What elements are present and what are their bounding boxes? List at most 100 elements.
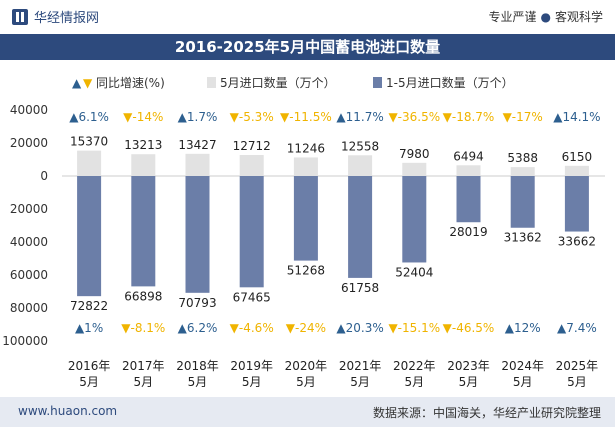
x-tick-month: 5月 [242, 375, 262, 389]
x-tick-month: 5月 [513, 375, 533, 389]
y-tick-label: 20000 [10, 136, 48, 150]
x-tick-year: 2021年 [339, 359, 382, 373]
ytd-value-label: 28019 [449, 225, 487, 239]
legend-up-icon: ▲ [72, 76, 82, 90]
may-value-label: 7980 [399, 147, 430, 161]
bar-may [239, 155, 264, 176]
growth-label: ▲6.2% [178, 321, 218, 335]
may-value-label: 13213 [124, 138, 162, 152]
x-tick-year: 2022年 [393, 359, 436, 373]
growth-label: ▲7.4% [557, 321, 597, 335]
x-tick-month: 5月 [350, 375, 370, 389]
growth-label: ▼-46.5% [443, 321, 495, 335]
may-value-label: 5388 [507, 151, 538, 165]
growth-label: ▼-8.1% [121, 321, 165, 335]
value-labels: 15370 72822 ▲6.1% ▲1% 13213 66898 ▼-14% ▼-8.1% 1… [69, 110, 600, 335]
may-value-label: 6494 [453, 149, 484, 163]
bar-ytd [456, 176, 481, 223]
x-axis: 2016年 5月 2017年 5月 2018年 5月 2019年 5月 2020年 5月 2021年… [68, 359, 598, 389]
x-tick-year: 2019年 [230, 359, 273, 373]
ytd-value-label: 67465 [233, 290, 271, 304]
growth-label: ▼-17% [503, 110, 543, 124]
may-value-label: 12712 [233, 139, 271, 153]
x-tick-month: 5月 [296, 375, 316, 389]
growth-label: ▲6.1% [69, 110, 109, 124]
top-bar: 华经情报网 专业严谨 ● 客观科学 [0, 0, 615, 34]
ytd-value-label: 31362 [504, 231, 542, 245]
y-tick-label: 40000 [10, 103, 48, 117]
ytd-value-label: 72822 [70, 299, 108, 313]
chart: ▲ ▼ 同比增速(%) 5月进口数量（万个） 1-5月进口数量（万个） 4000… [2, 75, 605, 389]
footer: www.huaon.com 数据来源：中国海关，华经产业研究院整理 [0, 397, 615, 427]
growth-label: ▲14.1% [553, 110, 600, 124]
may-value-label: 12558 [341, 139, 379, 153]
x-tick-year: 2024年 [501, 359, 544, 373]
may-value-label: 13427 [178, 138, 216, 152]
x-tick-month: 5月 [459, 375, 479, 389]
legend: ▲ ▼ 同比增速(%) 5月进口数量（万个） 1-5月进口数量（万个） [72, 75, 514, 90]
footer-url[interactable]: www.huaon.com [18, 404, 118, 418]
chart-title: 2016-2025年5月中国蓄电池进口数量 [0, 34, 615, 60]
bar-ytd [564, 176, 589, 232]
x-tick-month: 5月 [188, 375, 208, 389]
bar-may [185, 153, 210, 176]
x-tick-year: 2020年 [285, 359, 328, 373]
bar-may [510, 167, 535, 176]
dot-icon: ● [540, 10, 551, 24]
growth-label: ▲11.7% [336, 110, 383, 124]
bar-ytd [77, 176, 102, 297]
legend-ytd-swatch [373, 77, 382, 88]
legend-ytd: 1-5月进口数量（万个） [386, 75, 514, 90]
x-tick-year: 2023年 [447, 359, 490, 373]
bar-ytd [348, 176, 373, 278]
legend-growth: 同比增速(%) [96, 76, 165, 90]
bar-ytd [239, 176, 264, 288]
ytd-value-label: 52404 [395, 265, 433, 279]
x-tick-year: 2016年 [68, 359, 111, 373]
bar-may [456, 165, 481, 176]
x-tick-month: 5月 [133, 375, 153, 389]
bars [77, 150, 589, 297]
ytd-value-label: 61758 [341, 281, 379, 295]
x-tick-month: 5月 [567, 375, 587, 389]
x-tick-year: 2018年 [176, 359, 219, 373]
bar-may [564, 165, 589, 176]
growth-label: ▲1% [75, 321, 103, 335]
ytd-value-label: 33662 [558, 235, 596, 249]
growth-label: ▲12% [505, 321, 541, 335]
growth-label: ▼-5.3% [230, 110, 274, 124]
y-tick-label: 20000 [10, 202, 48, 216]
bar-may [402, 162, 427, 176]
y-tick-label: 0 [40, 169, 48, 183]
growth-label: ▼-24% [286, 321, 326, 335]
x-tick-year: 2017年 [122, 359, 165, 373]
y-tick-label: 60000 [10, 268, 48, 282]
brand: 华经情报网 [12, 7, 99, 26]
growth-label: ▼-15.1% [388, 321, 440, 335]
may-value-label: 15370 [70, 135, 108, 149]
ytd-value-label: 51268 [287, 264, 325, 278]
y-tick-label: 100000 [2, 334, 48, 348]
legend-may-swatch [207, 77, 216, 88]
bar-ytd [293, 176, 318, 261]
slogan: 专业严谨 ● 客观科学 [488, 8, 603, 25]
y-axis: 40000 20000 0 20000 40000 60000 80000 100000 [2, 103, 48, 348]
bar-may [348, 155, 373, 176]
growth-label: ▼-4.6% [230, 321, 274, 335]
data-source: 数据来源：中国海关，华经产业研究院整理 [372, 406, 601, 420]
legend-down-icon: ▼ [83, 76, 93, 90]
growth-label: ▼-14% [123, 110, 163, 124]
bar-ytd [402, 176, 427, 263]
bar-may [131, 154, 156, 176]
ytd-value-label: 70793 [178, 296, 216, 310]
brand-name: 华经情报网 [34, 11, 100, 26]
may-value-label: 6150 [562, 150, 593, 164]
y-tick-label: 80000 [10, 301, 48, 315]
legend-may: 5月进口数量（万个） [220, 75, 336, 90]
x-tick-month: 5月 [404, 375, 424, 389]
logo-icon [12, 8, 28, 25]
growth-label: ▼-18.7% [443, 110, 495, 124]
bar-may [293, 157, 318, 176]
growth-label: ▲1.7% [178, 110, 218, 124]
growth-label: ▼-11.5% [280, 110, 332, 124]
